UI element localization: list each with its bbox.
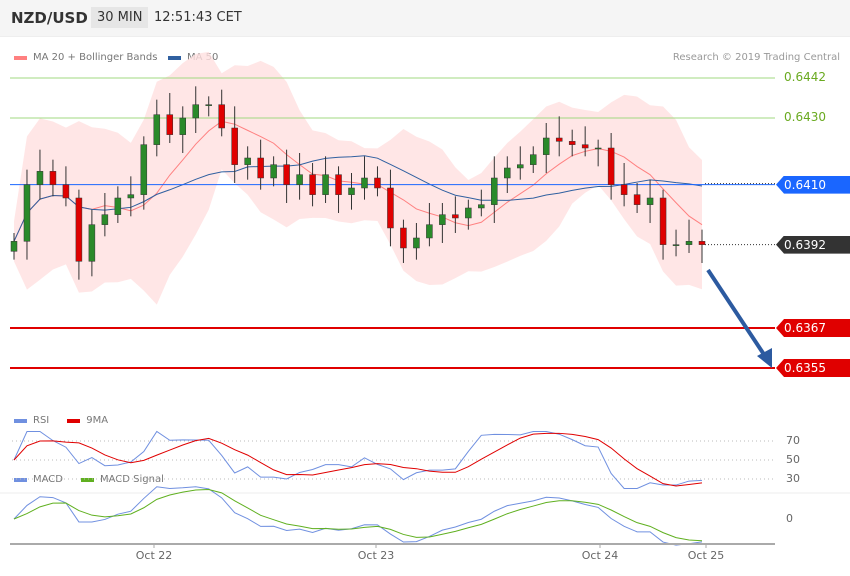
candle-body xyxy=(594,147,602,150)
candle-body xyxy=(426,224,433,239)
clock: 12:51:43 CET xyxy=(154,10,242,25)
candle-body xyxy=(179,117,187,135)
candle-body xyxy=(400,227,407,249)
candle-body xyxy=(698,241,706,245)
candle-body xyxy=(166,114,174,135)
candle-body xyxy=(101,214,109,225)
rsi-tick: 50 xyxy=(786,453,800,466)
ma20-line xyxy=(13,120,703,242)
candle-body xyxy=(581,144,589,149)
level-label-support: 0.6355 xyxy=(776,358,850,377)
x-axis-label: Oct 22 xyxy=(135,549,173,562)
header-bar: NZD/USD 30 MIN 12:51:43 CET xyxy=(0,0,850,37)
forecast-arrow-head xyxy=(757,348,772,368)
candle-body xyxy=(75,197,83,262)
level-label-resistance: 0.6430 xyxy=(784,109,826,124)
legend-macd-label: MACD xyxy=(33,474,63,485)
candle-body xyxy=(114,197,122,215)
bb-swatch xyxy=(14,55,27,60)
copyright: Research © 2019 Trading Central xyxy=(672,52,840,63)
level-label-pivot: 0.6410 xyxy=(776,175,850,194)
candle-body xyxy=(348,187,355,195)
candle-body xyxy=(620,184,628,195)
candle-body xyxy=(192,104,199,119)
legend-bb-label: MA 20 + Bollinger Bands xyxy=(33,52,158,63)
candle-body xyxy=(659,197,667,245)
candle-body xyxy=(335,174,342,195)
candle-body xyxy=(413,237,420,249)
legend-macd-signal-label: MACD Signal xyxy=(99,474,164,485)
macd-signal-line xyxy=(13,489,703,542)
macd-line xyxy=(13,486,703,546)
candle-body xyxy=(387,187,394,229)
level-label-resistance: 0.6442 xyxy=(784,70,826,84)
candle-body xyxy=(309,174,316,195)
candle-body xyxy=(270,164,277,179)
candle-body xyxy=(257,157,264,179)
x-axis-label: Oct 24 xyxy=(581,549,619,562)
candle-body xyxy=(49,171,57,185)
candle-body xyxy=(646,197,654,205)
candle-body xyxy=(465,207,472,219)
candle-body xyxy=(205,104,212,106)
candle-body xyxy=(478,204,485,209)
candle-body xyxy=(322,174,329,195)
forecast-arrow xyxy=(706,268,767,358)
candle-body xyxy=(140,144,148,195)
candle-body xyxy=(633,194,641,205)
candle-body xyxy=(685,241,693,245)
candle-body xyxy=(296,174,303,185)
candle-body xyxy=(568,141,576,145)
candle-body xyxy=(555,137,563,142)
candle-body xyxy=(10,241,18,252)
level-label-last: 0.6392 xyxy=(776,235,850,254)
candle-body xyxy=(36,171,44,185)
candle-body xyxy=(127,194,135,199)
candle-body xyxy=(283,164,290,185)
candle-body xyxy=(244,157,251,165)
level-label-support: 0.6367 xyxy=(776,318,850,337)
bollinger-band xyxy=(14,51,702,305)
candle-body xyxy=(62,184,70,199)
ma50-swatch xyxy=(168,55,181,60)
candle-body xyxy=(374,177,381,189)
candle-body xyxy=(88,224,96,262)
candle-body xyxy=(607,147,615,185)
legend-bb: MA 20 + Bollinger Bands xyxy=(14,52,157,63)
candle-body xyxy=(218,104,225,129)
candle-body xyxy=(491,177,498,205)
symbol-title: NZD/USD xyxy=(11,9,88,27)
legend-rsi: RSI 9MA xyxy=(14,415,108,426)
candle-body xyxy=(529,154,537,165)
ma50-line xyxy=(13,155,703,242)
candle-body xyxy=(672,244,680,246)
candle-body xyxy=(439,214,446,225)
candle-body xyxy=(452,214,459,219)
legend-rsi-ma-label: 9MA xyxy=(86,415,109,426)
candle-body xyxy=(361,177,368,189)
rsi-ma-line xyxy=(13,432,703,487)
timeframe-button[interactable]: 30 MIN xyxy=(91,7,149,28)
candle-body xyxy=(153,114,161,145)
candle-body xyxy=(23,184,31,242)
macd-tick: 0 xyxy=(786,512,793,525)
x-axis-label: Oct 25 xyxy=(687,549,725,562)
rsi-tick: 30 xyxy=(786,472,800,485)
x-axis-label: Oct 23 xyxy=(357,549,395,562)
legend-rsi-label: RSI xyxy=(33,415,50,426)
candle-body xyxy=(231,127,238,165)
rsi-tick: 70 xyxy=(786,434,800,447)
candle-body xyxy=(504,167,511,179)
candle-body xyxy=(517,164,524,169)
candle-body xyxy=(542,137,550,155)
